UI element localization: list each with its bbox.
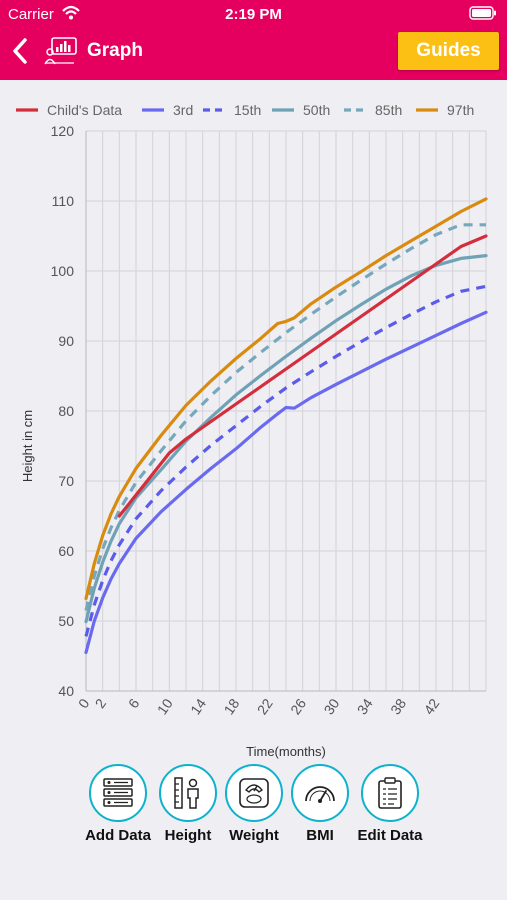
x-tick-label: 38 (387, 695, 409, 717)
bmi-gauge-icon (291, 764, 349, 822)
y-tick-label: 40 (58, 683, 74, 699)
legend-label: 3rd (173, 102, 193, 118)
legend-label: 97th (447, 102, 474, 118)
y-tick-label: 60 (58, 543, 74, 559)
battery-icon (469, 6, 497, 20)
chart-grid (86, 131, 486, 691)
guides-button[interactable]: Guides (398, 32, 499, 70)
y-tick-label: 80 (58, 403, 74, 419)
y-tick-label: 50 (58, 613, 74, 629)
edit-data-button[interactable]: Edit Data (345, 764, 435, 844)
graph-icon (44, 36, 78, 66)
y-tick-label: 120 (51, 123, 75, 139)
x-axis-label: Time(months) (246, 744, 326, 759)
x-tick-label: 42 (420, 695, 442, 717)
page-title: Graph (87, 40, 143, 62)
clipboard-icon (361, 764, 419, 822)
x-tick-label: 30 (320, 695, 342, 717)
bottom-toolbar: Add Data Height Weight (0, 764, 507, 854)
y-tick-label: 70 (58, 473, 74, 489)
status-bar: Carrier 2:19 PM (0, 0, 507, 28)
legend-label: 50th (303, 102, 330, 118)
edit-data-label: Edit Data (345, 827, 435, 844)
add-data-icon (89, 764, 147, 822)
x-tick-label: 18 (220, 695, 242, 717)
x-tick-label: 2 (92, 695, 110, 711)
status-clock: 2:19 PM (0, 6, 507, 23)
y-tick-label: 100 (51, 263, 75, 279)
app-header: Carrier 2:19 PM Graph Guides (0, 0, 507, 80)
x-tick-label: 34 (354, 695, 376, 717)
legend-label: 85th (375, 102, 402, 118)
chart-legend: Child's Data 3rd 15th 50th 85th 97th (16, 102, 474, 118)
x-tick-label: 6 (125, 695, 143, 711)
legend-label: Child's Data (47, 102, 122, 118)
y-axis-label: Height in cm (20, 410, 35, 482)
growth-chart: Child's Data 3rd 15th 50th 85th 97th 40506070… (0, 92, 507, 762)
legend-label: 15th (234, 102, 261, 118)
x-tick-label: 0 (75, 695, 93, 711)
y-tick-label: 110 (52, 193, 75, 209)
x-tick-label: 22 (254, 695, 276, 717)
x-tick-label: 14 (187, 695, 209, 717)
back-arrow-icon[interactable] (10, 37, 30, 65)
x-axis-ticks: 0 2 6 10 14 18 22 26 30 34 38 42 (75, 695, 443, 717)
nav-bar: Graph Guides (0, 28, 507, 80)
x-tick-label: 26 (287, 695, 309, 717)
y-tick-label: 90 (58, 333, 74, 349)
x-tick-label: 10 (154, 695, 176, 717)
y-axis-ticks: 40 50 60 70 80 90 100 110 120 (51, 123, 75, 699)
